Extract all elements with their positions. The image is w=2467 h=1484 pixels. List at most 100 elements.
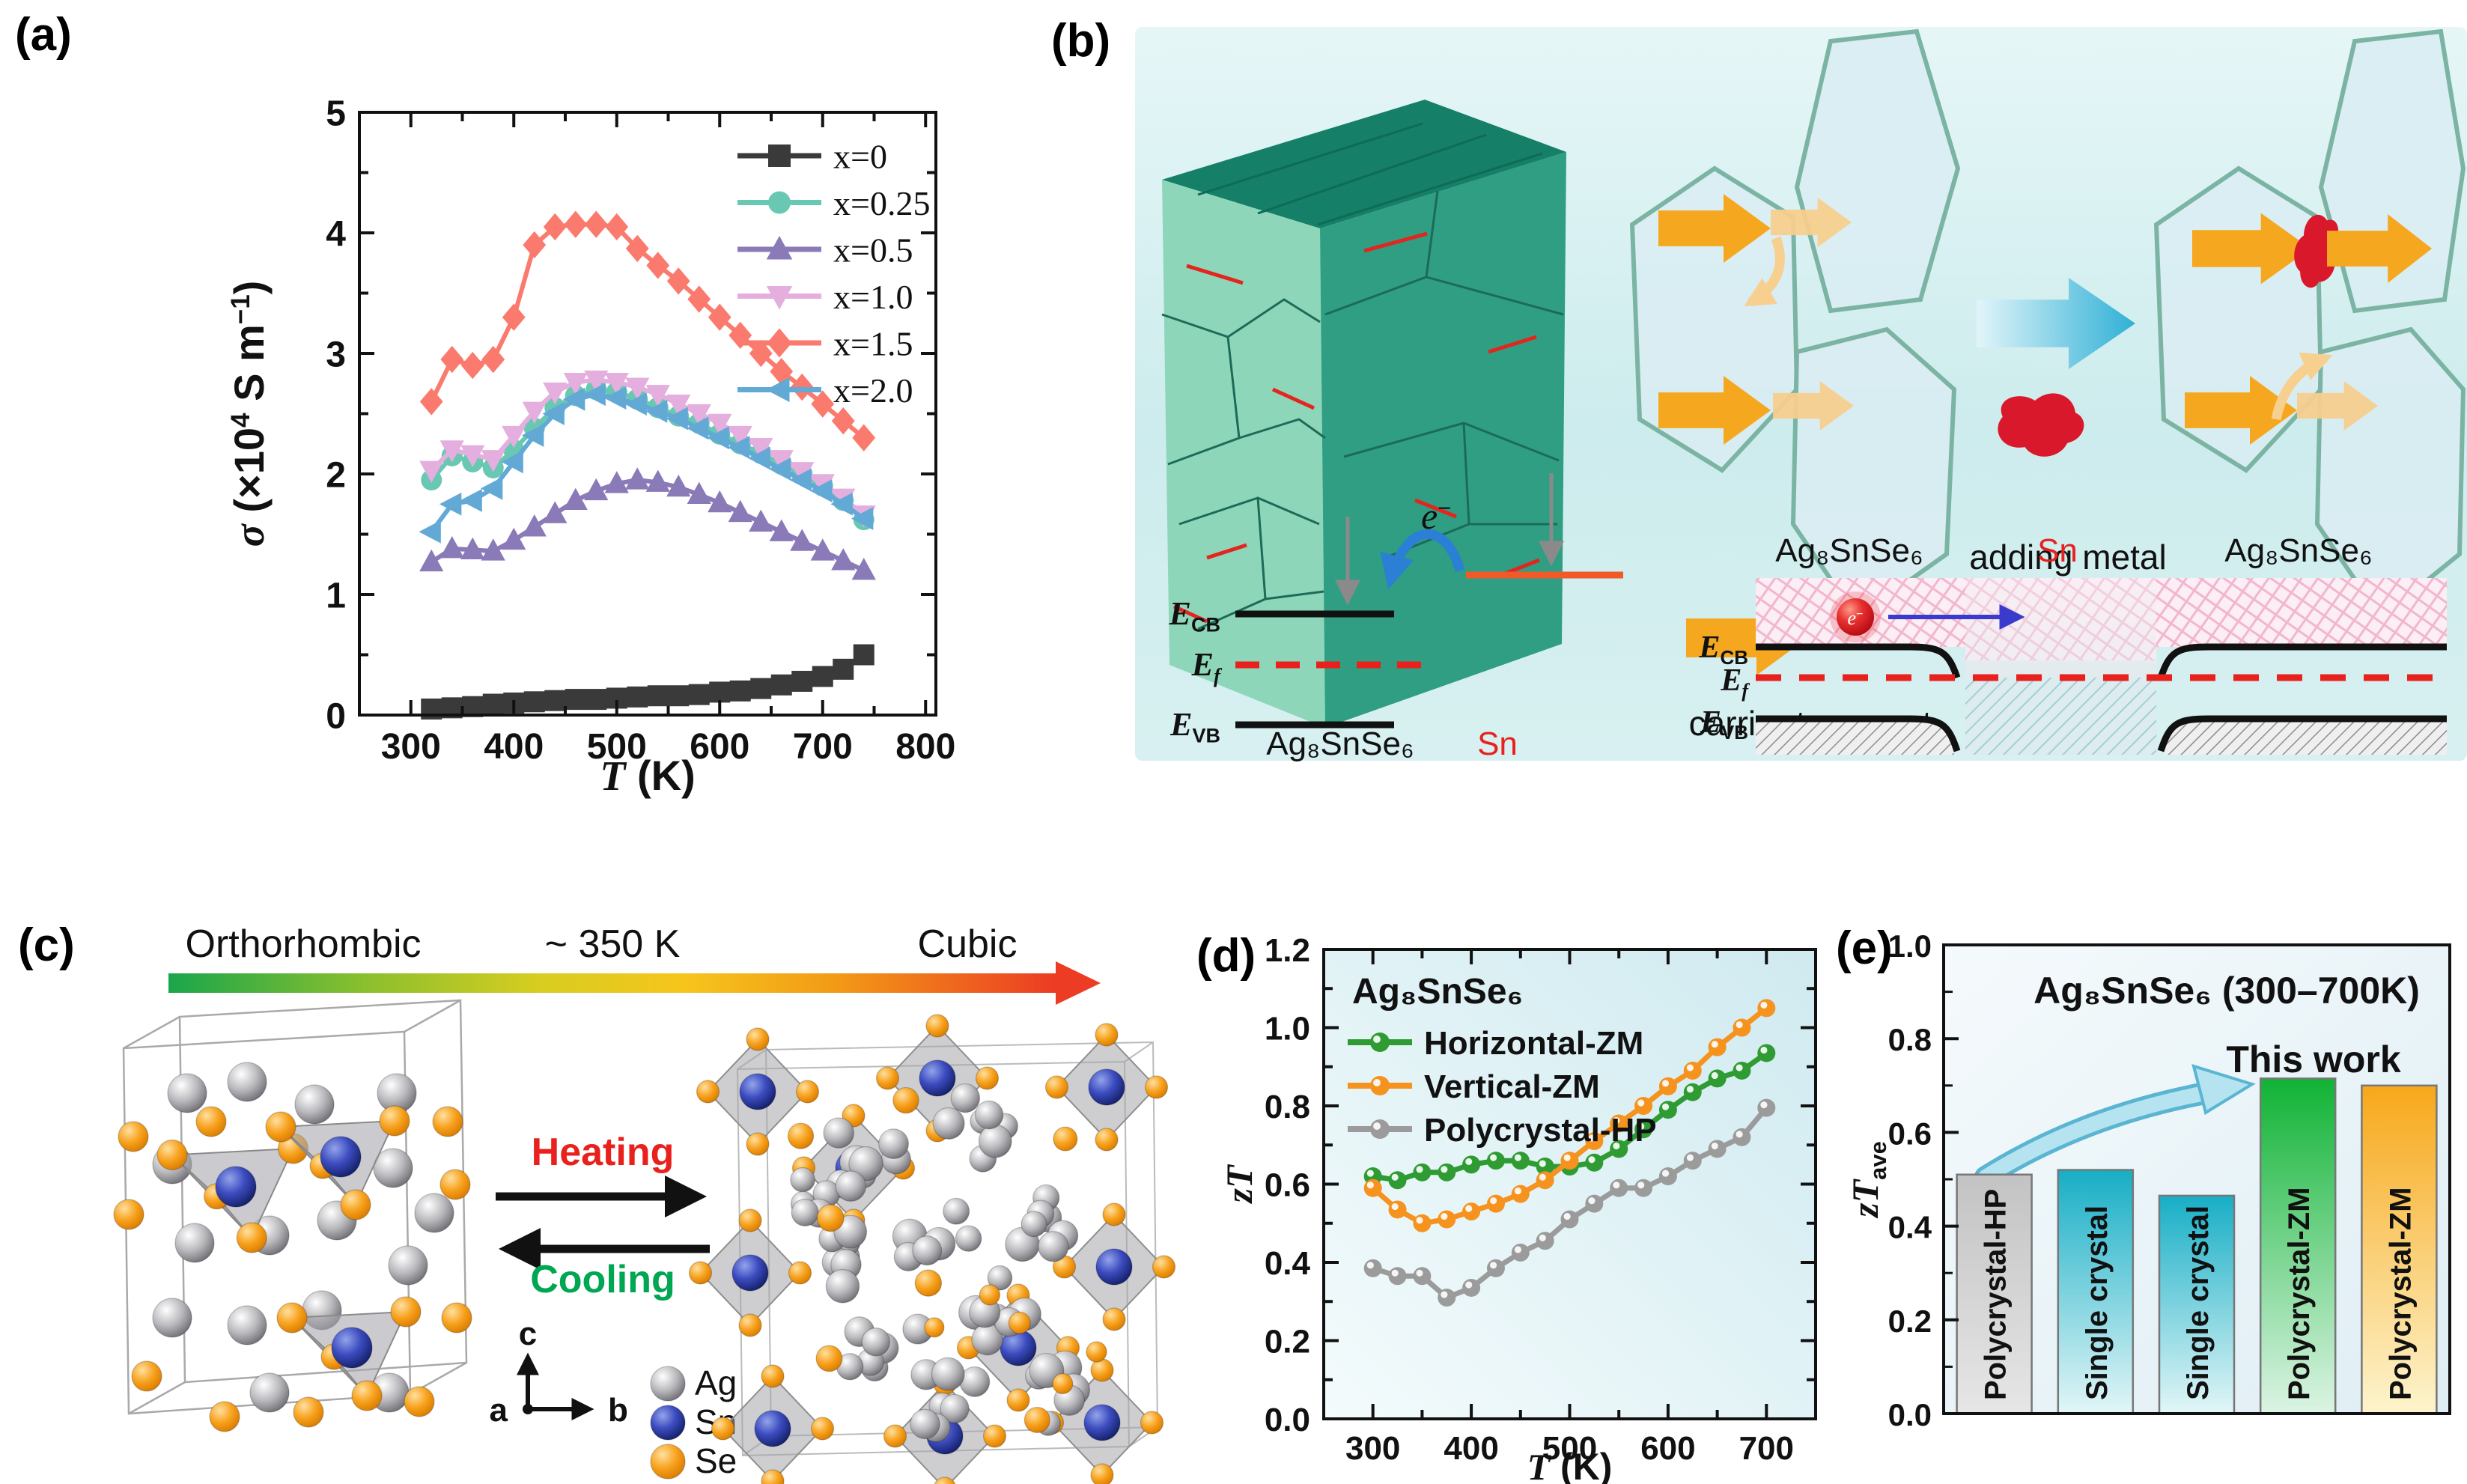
panel-b-diagram: carrier transportadding metale−ECBEfEVBA…: [1135, 27, 2467, 762]
y-tick-label: 1.2: [1265, 932, 1310, 969]
x-tick-label: 400: [484, 727, 544, 767]
this-work-label: This work: [2226, 1039, 2401, 1080]
electron-ball-label: e−: [1848, 607, 1864, 629]
transition-temp-label: ~ 350 K: [545, 922, 681, 966]
legend-label: x=1.0: [833, 278, 913, 316]
chart-panel-d: 300 400 500 600 700 0.0 0.2 0.4 0.6 0.8 1.0 1.2 T (K…: [1218, 932, 1817, 1484]
y-axis-label: σ (×104 S m−1): [225, 281, 273, 547]
bar-2: [2158, 1194, 2236, 1415]
axis-b-label: b: [608, 1392, 628, 1429]
grain-group-before: [1629, 28, 1961, 675]
electron-label: e−: [1421, 495, 1451, 537]
y-tick-label: 1: [326, 576, 346, 615]
series-line-x=0.25: [430, 387, 866, 522]
y-tick-label: 0.2: [1888, 1304, 1932, 1339]
bar-0: [1956, 1173, 2033, 1415]
y-tick-label: 0: [326, 696, 346, 736]
evb-label: EVB: [1169, 706, 1220, 747]
series-markers-Polycrystal-HP: [1363, 1098, 1776, 1307]
heating-label: Heating: [532, 1131, 675, 1174]
legend-label: x=0.25: [833, 184, 930, 222]
material-label: Ag₈SnSe₆: [1266, 726, 1414, 762]
panel-d-label: (d): [1196, 930, 1256, 982]
bar-label-3: Polycrystal-ZM: [2283, 1187, 2316, 1400]
panel-a-label: (a): [15, 9, 72, 61]
panel-c-diagram: Orthorhombic ~ 350 K Cubic Heating Cooling c b…: [113, 922, 1176, 1484]
y-tick-label: 1.0: [1265, 1010, 1310, 1047]
x-tick-label: 700: [1739, 1430, 1794, 1467]
x-axis-label: T (K): [600, 752, 696, 800]
series-group: [1363, 999, 1776, 1307]
chart-panel-a: 300 400 500 600 700 800 0 1 2 3 4 5 T (K) σ (×104 S m…: [225, 94, 955, 800]
cooling-label: Cooling: [530, 1258, 675, 1301]
cubic-structure: [688, 1014, 1176, 1484]
bar-4: [2361, 1084, 2438, 1415]
axis-ticks: [359, 111, 936, 717]
bar-1: [2057, 1169, 2135, 1415]
adding-metal-label: adding metal: [1969, 538, 2166, 577]
y-tick-label: 0.8: [1888, 1022, 1932, 1057]
phase-gradient-bar: [168, 973, 1056, 993]
y-tick-label: 0.4: [1265, 1245, 1311, 1282]
ecb-label: ECB: [1698, 630, 1748, 669]
chart-title: Ag₈SnSe₆ (300–700K): [2033, 970, 2420, 1012]
y-tick-label: 0.2: [1265, 1323, 1310, 1360]
x-tick-label: 500: [587, 727, 647, 767]
phase-right-label: Cubic: [918, 922, 1017, 966]
legend-label: x=0.5: [833, 231, 913, 270]
y-tick-label: 3: [326, 335, 346, 374]
bar-label-4: Polycrystal-ZM: [2384, 1187, 2417, 1400]
polycrystal-cube: [1161, 100, 1566, 728]
bar-label-0: Polycrystal-HP: [1980, 1189, 2013, 1400]
transition-arrow: [1977, 278, 2135, 369]
y-tick-label: 1.0: [1888, 928, 1932, 964]
y-tick-label: 0.0: [1888, 1397, 1932, 1432]
x-tick-label: 800: [895, 727, 955, 767]
series-markers-Horizontal-ZM: [1363, 1044, 1776, 1190]
y-tick-label: 0.4: [1888, 1210, 1932, 1245]
ecb-label: ECB: [1169, 595, 1220, 636]
panel-c-label: (c): [18, 919, 75, 971]
panel-b-label: (b): [1051, 15, 1111, 67]
legend-label: Polycrystal-HP: [1424, 1112, 1657, 1149]
axis-triad: c b a: [490, 1316, 628, 1429]
y-axis-label: zTave: [1844, 1141, 1891, 1219]
y-tick-label: 4: [326, 214, 346, 254]
y-axis-label: zT: [1218, 1164, 1260, 1204]
material-right-label: Ag₈SnSe₆: [2224, 532, 2372, 569]
y-tick-label: 0.6: [1265, 1167, 1310, 1203]
series-markers-x=1.5: [419, 210, 876, 451]
legend-label: Horizontal-ZM: [1424, 1025, 1643, 1062]
series-line-x=1.5: [429, 222, 866, 440]
series-markers-x=1.0: [419, 370, 876, 528]
legend-label: x=0: [833, 138, 887, 176]
series-line-x=2.0: [429, 392, 866, 534]
y-tick-label: 0.0: [1265, 1402, 1310, 1438]
bar-label-1: Single crystal: [2081, 1205, 2114, 1400]
series-markers-Vertical-ZM: [1363, 999, 1776, 1232]
trend-arrow: [1974, 1064, 2256, 1188]
legend-label: x=2.0: [833, 371, 913, 410]
series-line-x=0.5: [430, 478, 866, 573]
phase-gradient-arrowhead: [1056, 961, 1101, 1005]
atom-legend-label-Se: Se: [695, 1441, 737, 1480]
x-tick-label: 300: [1345, 1430, 1400, 1467]
legend-label: x=1.5: [833, 325, 913, 363]
series-markers-x=0: [421, 644, 874, 720]
chart-panel-e: Polycrystal-HP Single crystal Single cryst…: [1844, 928, 2451, 1432]
panel-e-label: (e): [1836, 922, 1893, 974]
x-tick-label: 600: [1640, 1430, 1695, 1467]
axis-c-label: c: [519, 1316, 537, 1352]
y-tick-label: 5: [326, 94, 346, 133]
x-tick-label: 300: [381, 727, 441, 767]
evb-label: EVB: [1700, 705, 1748, 743]
bar-label-2: Single crystal: [2182, 1205, 2215, 1400]
bar-3: [2259, 1077, 2337, 1415]
x-tick-label: 400: [1444, 1430, 1498, 1467]
x-axis-label: T (K): [1527, 1446, 1613, 1484]
x-tick-label: 700: [793, 727, 853, 767]
